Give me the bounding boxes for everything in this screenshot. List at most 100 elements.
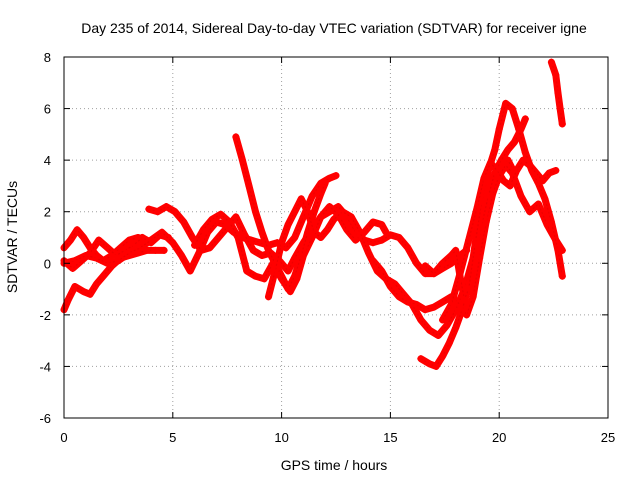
data-point xyxy=(515,125,523,133)
data-point xyxy=(552,71,560,79)
data-point xyxy=(369,257,377,265)
data-point xyxy=(395,234,403,241)
y-tick-label: 6 xyxy=(44,102,51,117)
data-point xyxy=(249,246,257,254)
data-point xyxy=(382,228,390,236)
data-point xyxy=(334,203,342,211)
data-point xyxy=(378,236,386,244)
data-point xyxy=(417,355,425,363)
data-point xyxy=(395,293,403,301)
data-point xyxy=(317,190,325,198)
data-point xyxy=(214,234,222,241)
data-point xyxy=(439,316,447,324)
data-point xyxy=(521,148,529,156)
data-point xyxy=(547,58,555,66)
data-point xyxy=(71,257,79,265)
data-point xyxy=(232,213,240,221)
data-point xyxy=(291,272,299,280)
data-point xyxy=(558,272,566,280)
data-point xyxy=(504,146,512,154)
plot-area xyxy=(60,58,566,370)
data-point xyxy=(369,239,377,247)
data-point xyxy=(447,259,455,267)
data-point xyxy=(541,195,549,203)
data-point xyxy=(291,234,299,241)
plot-frame xyxy=(63,56,609,419)
data-series-track-13 xyxy=(547,58,566,128)
data-point xyxy=(251,208,259,216)
data-point xyxy=(125,249,133,257)
data-point xyxy=(69,264,77,272)
data-point xyxy=(321,179,329,187)
data-point xyxy=(343,226,351,234)
data-point xyxy=(191,241,199,249)
data-point xyxy=(332,172,340,180)
data-point xyxy=(430,270,438,278)
data-point xyxy=(465,285,473,293)
data-point xyxy=(502,161,510,169)
axis-ticks: 0 5 10 15 20 25 -6 -4 -2 0 2 4 6 8 xyxy=(39,50,615,445)
data-point xyxy=(238,156,246,164)
x-tick-label: 20 xyxy=(492,430,506,445)
data-point xyxy=(469,293,477,301)
data-point xyxy=(104,244,112,252)
data-point xyxy=(426,360,434,368)
data-point xyxy=(545,169,553,177)
data-point xyxy=(284,285,292,293)
series-marker-trail xyxy=(442,159,557,321)
data-point xyxy=(521,115,529,123)
data-point xyxy=(463,311,471,319)
data-point xyxy=(241,231,249,239)
data-point xyxy=(413,301,421,309)
data-point xyxy=(64,295,72,303)
y-tick-label: 0 xyxy=(44,256,51,271)
data-point xyxy=(145,205,153,213)
data-point xyxy=(471,239,479,247)
data-point xyxy=(460,295,468,303)
data-point xyxy=(265,246,273,254)
data-point xyxy=(284,267,292,275)
data-point xyxy=(138,234,146,241)
data-point xyxy=(271,267,279,275)
data-point xyxy=(452,246,460,254)
data-point xyxy=(430,303,438,311)
data-point xyxy=(473,203,481,211)
data-point xyxy=(534,200,542,208)
data-point xyxy=(506,182,514,190)
data-point xyxy=(258,228,266,236)
data-point xyxy=(225,218,233,226)
data-point xyxy=(504,156,512,164)
data-point xyxy=(297,195,305,203)
data-point xyxy=(304,208,312,216)
data-point xyxy=(439,259,447,267)
x-axis-label: GPS time / hours xyxy=(281,457,388,473)
data-point xyxy=(456,270,464,278)
data-point xyxy=(104,259,112,267)
data-point xyxy=(297,252,305,260)
data-point xyxy=(510,138,518,146)
x-tick-label: 15 xyxy=(383,430,397,445)
data-point xyxy=(265,293,273,301)
series-marker-trail xyxy=(550,62,563,125)
data-point xyxy=(413,259,421,267)
data-point xyxy=(378,267,386,275)
series-marker-trail xyxy=(424,102,563,302)
data-point xyxy=(526,161,534,169)
data-point xyxy=(552,166,560,174)
data-point xyxy=(188,234,196,241)
data-point xyxy=(447,301,455,309)
data-point xyxy=(502,99,510,107)
data-point xyxy=(234,234,242,241)
data-point xyxy=(284,221,292,229)
data-point xyxy=(171,208,179,216)
data-point xyxy=(125,236,133,244)
data-point xyxy=(278,272,286,280)
data-point xyxy=(291,208,299,216)
data-point xyxy=(162,203,170,211)
data-point xyxy=(80,288,88,296)
data-point xyxy=(495,125,503,133)
data-point xyxy=(432,362,440,370)
data-point xyxy=(317,213,325,221)
data-point xyxy=(434,331,442,339)
x-tick-label: 0 xyxy=(60,430,67,445)
